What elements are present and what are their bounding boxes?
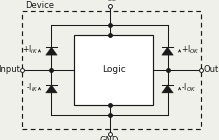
Text: +I$_{OK}$: +I$_{OK}$ bbox=[181, 43, 200, 56]
Bar bbox=[74, 35, 153, 105]
Text: GND: GND bbox=[100, 136, 119, 140]
Polygon shape bbox=[162, 85, 173, 93]
Text: Input: Input bbox=[0, 66, 20, 74]
Polygon shape bbox=[46, 47, 57, 55]
Text: +I$_{IK}$: +I$_{IK}$ bbox=[22, 43, 38, 56]
Text: -I$_{OK}$: -I$_{OK}$ bbox=[181, 81, 196, 94]
Text: Logic: Logic bbox=[102, 66, 126, 74]
Text: V$_{CC}$: V$_{CC}$ bbox=[101, 0, 118, 4]
Text: -I$_{IK}$: -I$_{IK}$ bbox=[26, 81, 38, 94]
Text: Device: Device bbox=[25, 2, 54, 10]
Bar bbox=[22, 11, 201, 129]
Polygon shape bbox=[46, 85, 57, 93]
Polygon shape bbox=[162, 47, 173, 55]
Text: Output: Output bbox=[204, 66, 219, 74]
